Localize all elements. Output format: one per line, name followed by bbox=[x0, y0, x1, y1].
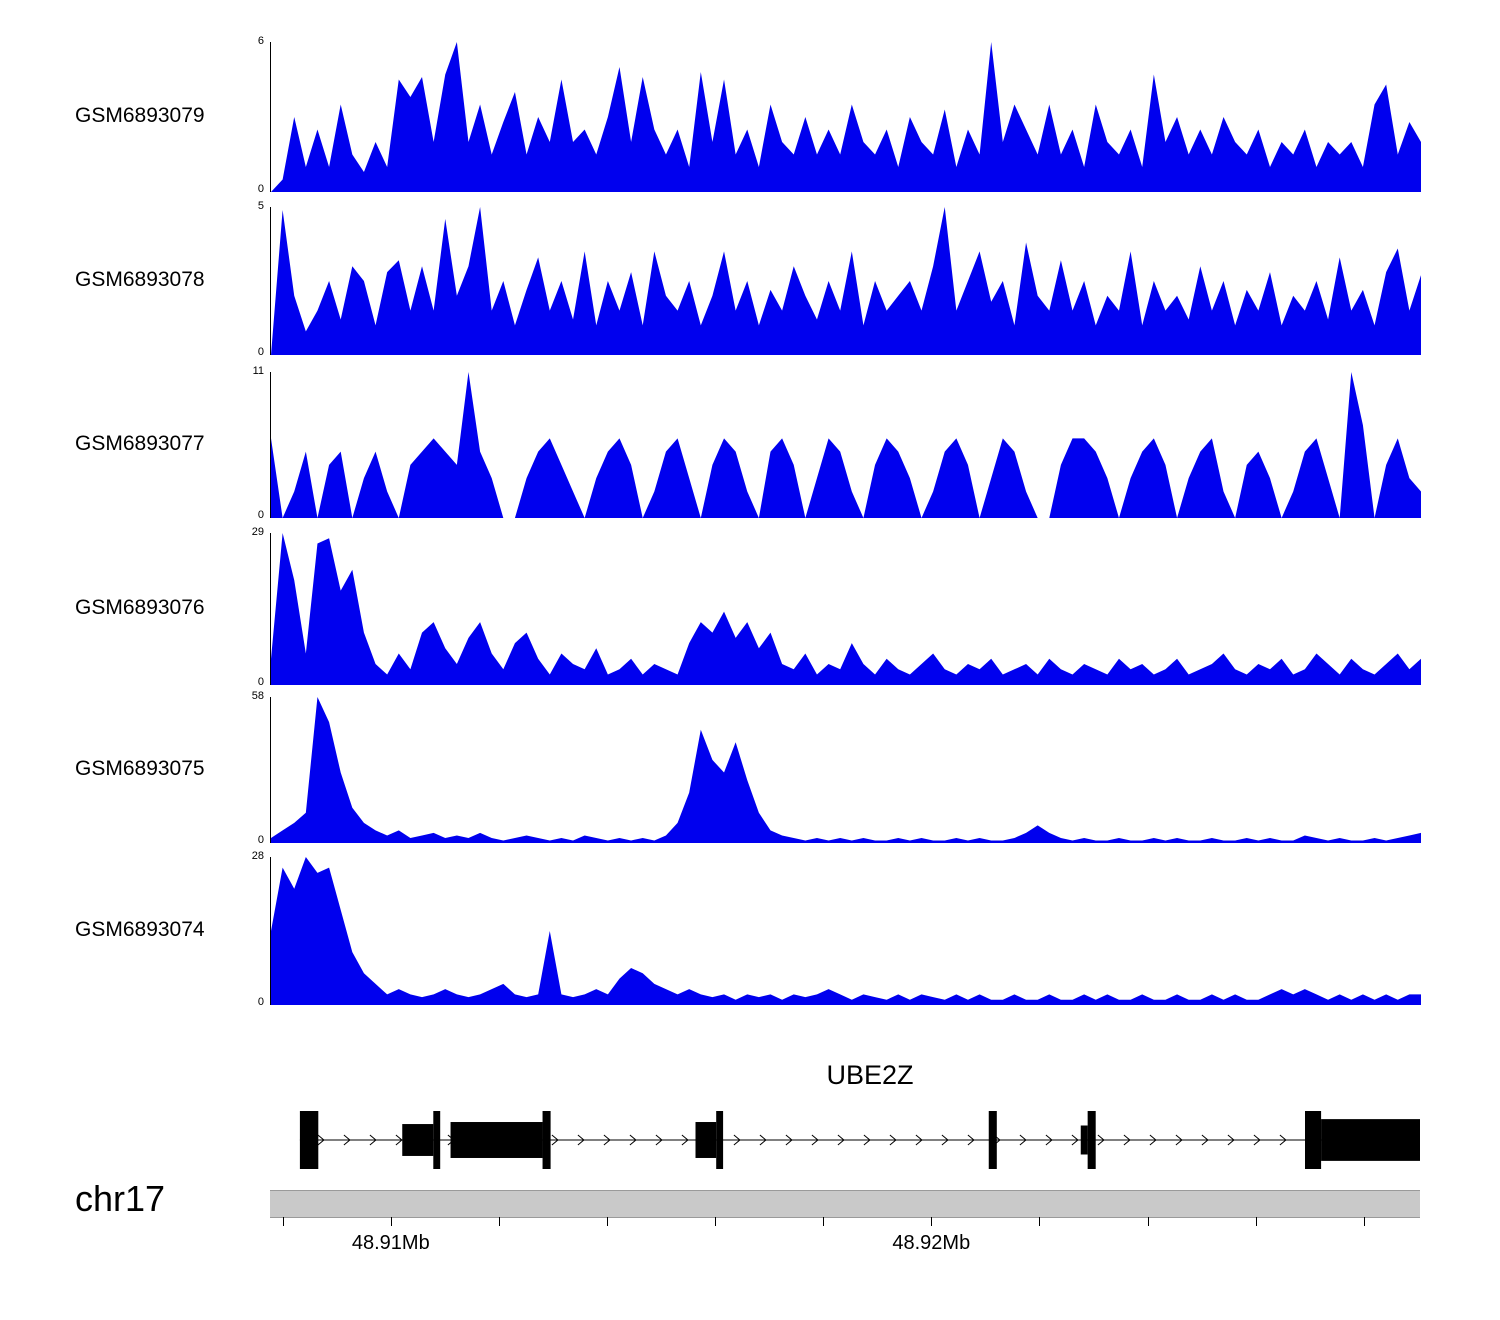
coverage-track bbox=[270, 372, 1421, 518]
axis-tick bbox=[1039, 1217, 1041, 1226]
coverage-area-plot bbox=[271, 697, 1421, 843]
y-axis-zero: 0 bbox=[257, 996, 264, 1008]
genome-axis-ticks bbox=[270, 1217, 1420, 1227]
chromosome-name-label: chr17 bbox=[75, 1178, 166, 1219]
axis-tick bbox=[1363, 1217, 1365, 1226]
axis-tick bbox=[282, 1217, 284, 1226]
axis-tick bbox=[1255, 1217, 1257, 1226]
axis-label-mb: 48.92Mb bbox=[892, 1232, 971, 1254]
axis-tick bbox=[931, 1217, 933, 1226]
axis-tick bbox=[715, 1217, 717, 1226]
coverage-track bbox=[270, 533, 1421, 685]
axis-label-mb: 48.91Mb bbox=[351, 1232, 430, 1254]
y-axis-zero: 0 bbox=[257, 183, 264, 195]
y-axis-zero: 0 bbox=[257, 509, 264, 521]
axis-tick bbox=[606, 1217, 608, 1226]
y-axis-zero: 0 bbox=[257, 346, 264, 358]
y-axis-max: 58 bbox=[251, 690, 264, 702]
gene-model-track bbox=[270, 1098, 1420, 1182]
track-label: GSM6893076 bbox=[75, 596, 205, 619]
coverage-area-plot bbox=[271, 533, 1421, 685]
track-label: GSM6893074 bbox=[75, 918, 205, 941]
coverage-area-plot bbox=[271, 207, 1421, 355]
track-label: GSM6893075 bbox=[75, 757, 205, 780]
coverage-area-plot bbox=[271, 372, 1421, 518]
y-axis-zero: 0 bbox=[257, 834, 264, 846]
axis-tick bbox=[823, 1217, 825, 1226]
track-label: GSM6893078 bbox=[75, 268, 205, 291]
coverage-track bbox=[270, 207, 1421, 355]
axis-tick bbox=[1147, 1217, 1149, 1226]
coverage-area-plot bbox=[271, 42, 1421, 192]
chromosome-bar bbox=[270, 1190, 1420, 1218]
y-axis-zero: 0 bbox=[257, 676, 264, 688]
coverage-track bbox=[270, 697, 1421, 843]
gene-model-drawing bbox=[299, 1111, 1420, 1169]
y-axis-max: 6 bbox=[257, 35, 264, 47]
track-label: GSM6893079 bbox=[75, 104, 205, 127]
y-axis-max: 28 bbox=[251, 850, 264, 862]
track-label: GSM6893077 bbox=[75, 432, 205, 455]
y-axis-max: 11 bbox=[252, 365, 264, 377]
y-axis-max: 5 bbox=[257, 200, 264, 212]
axis-tick bbox=[498, 1217, 500, 1226]
coverage-track bbox=[270, 857, 1421, 1005]
axis-tick bbox=[390, 1217, 392, 1226]
y-axis-max: 29 bbox=[251, 526, 264, 538]
coverage-area-plot bbox=[271, 857, 1421, 1005]
gene-name-label: UBE2Z bbox=[826, 1060, 914, 1090]
coverage-track bbox=[270, 42, 1421, 192]
